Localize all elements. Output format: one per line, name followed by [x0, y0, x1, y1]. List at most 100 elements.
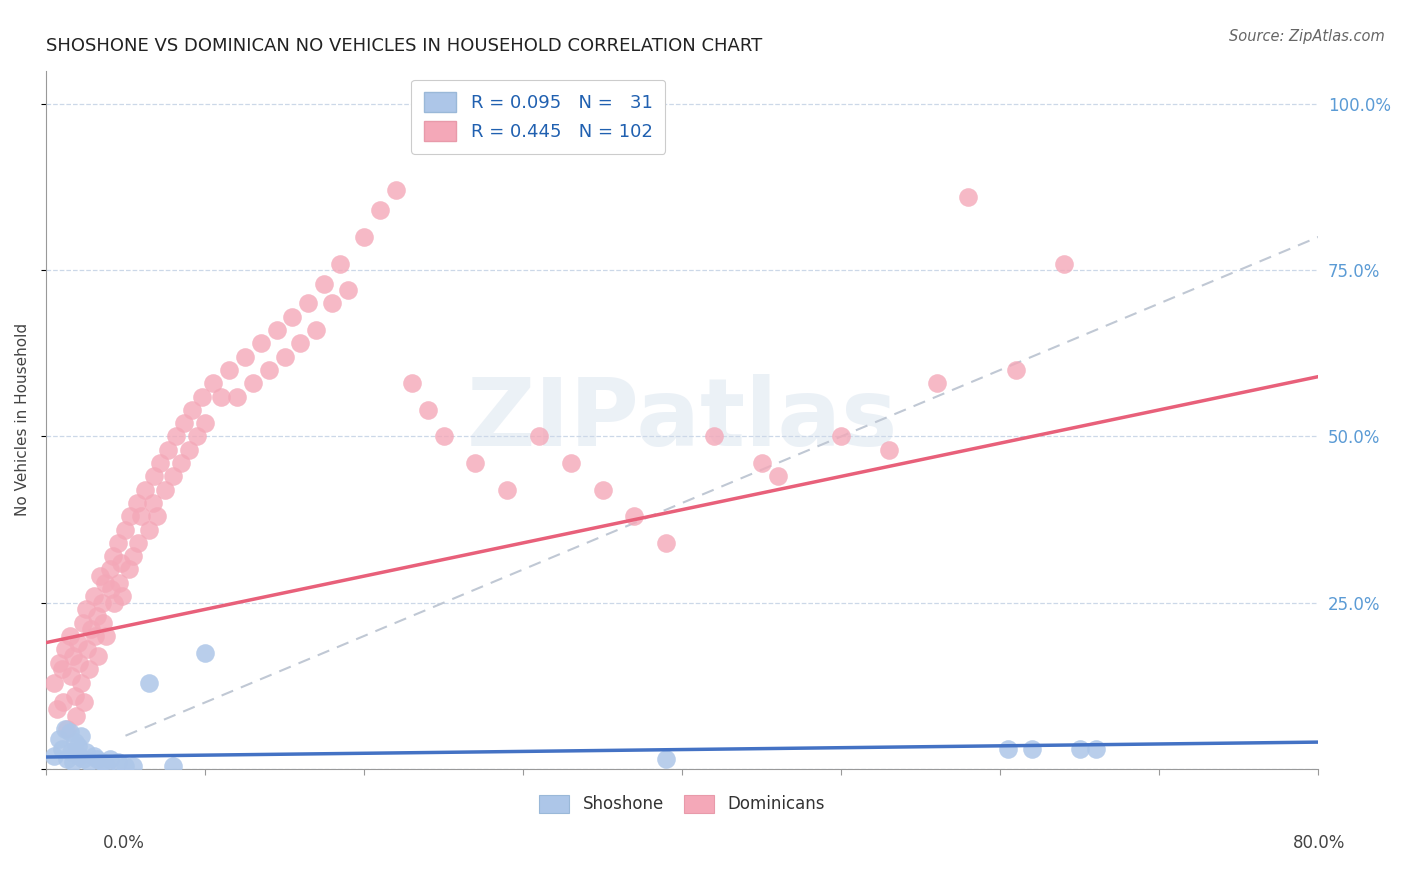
Point [67, 748, 90, 763]
Point [162, 758, 184, 772]
Point [107, 756, 129, 770]
Point [48, 732, 70, 747]
Point [592, 483, 614, 497]
Point [329, 257, 352, 271]
Point [751, 456, 773, 470]
Point [225, 390, 247, 404]
Point [120, 509, 142, 524]
Point [122, 549, 145, 564]
Point [84, 629, 107, 643]
Point [141, 496, 163, 510]
Text: SHOSHONE VS DOMINICAN NO VEHICLES IN HOUSEHOLD CORRELATION CHART: SHOSHONE VS DOMINICAN NO VEHICLES IN HOU… [46, 37, 762, 55]
Point [766, 469, 789, 483]
Point [181, 403, 204, 417]
Point [72, 615, 94, 630]
Point [527, 429, 550, 443]
Point [266, 323, 288, 337]
Point [42, 675, 65, 690]
Point [60, 669, 83, 683]
Point [114, 758, 136, 772]
Point [655, 752, 678, 766]
Point [70, 675, 93, 690]
Point [46, 702, 69, 716]
Point [48, 656, 70, 670]
Point [42, 748, 65, 763]
Point [830, 429, 852, 443]
Point [194, 646, 217, 660]
Point [53, 722, 76, 736]
Point [138, 675, 160, 690]
Point [1069, 742, 1091, 756]
Point [297, 296, 319, 310]
Point [66, 739, 89, 753]
Point [52, 696, 75, 710]
Text: Source: ZipAtlas.com: Source: ZipAtlas.com [1229, 29, 1385, 44]
Point [191, 390, 214, 404]
Point [76, 642, 98, 657]
Text: 80.0%: 80.0% [1292, 834, 1346, 852]
Point [703, 429, 725, 443]
Point [86, 752, 108, 766]
Point [201, 376, 224, 391]
Point [60, 745, 83, 759]
Point [83, 748, 105, 763]
Point [73, 696, 96, 710]
Point [87, 648, 110, 663]
Point [94, 575, 117, 590]
Point [157, 442, 180, 457]
Point [165, 429, 187, 443]
Point [496, 483, 519, 497]
Point [101, 549, 124, 564]
Point [233, 350, 256, 364]
Point [997, 742, 1019, 756]
Point [131, 509, 153, 524]
Point [79, 623, 101, 637]
Point [96, 758, 118, 772]
Point [218, 363, 240, 377]
Point [51, 662, 73, 676]
Point [273, 350, 295, 364]
Point [108, 575, 131, 590]
Point [107, 536, 129, 550]
Point [401, 376, 423, 391]
Point [385, 183, 408, 197]
Point [127, 536, 149, 550]
Point [114, 523, 136, 537]
Point [173, 416, 195, 430]
Point [416, 403, 439, 417]
Point [249, 336, 271, 351]
Point [143, 469, 166, 483]
Point [138, 523, 160, 537]
Point [162, 469, 184, 483]
Point [103, 596, 125, 610]
Point [122, 758, 145, 772]
Point [90, 596, 112, 610]
Point [186, 429, 208, 443]
Point [62, 756, 84, 770]
Point [877, 442, 900, 457]
Legend: Shoshone, Dominicans: Shoshone, Dominicans [533, 788, 831, 820]
Text: 0.0%: 0.0% [103, 834, 145, 852]
Point [62, 648, 84, 663]
Point [464, 456, 486, 470]
Text: ZIPatlas: ZIPatlas [467, 374, 898, 466]
Point [59, 725, 82, 739]
Point [314, 277, 336, 291]
Point [100, 582, 122, 597]
Point [925, 376, 948, 391]
Point [125, 496, 148, 510]
Point [72, 752, 94, 766]
Point [67, 656, 90, 670]
Point [91, 615, 114, 630]
Point [96, 629, 118, 643]
Point [623, 509, 645, 524]
Point [77, 662, 100, 676]
Point [368, 203, 391, 218]
Point [337, 283, 360, 297]
Point [155, 483, 177, 497]
Point [194, 416, 217, 430]
Point [242, 376, 264, 391]
Point [290, 336, 312, 351]
Point [51, 742, 73, 756]
Point [146, 509, 169, 524]
